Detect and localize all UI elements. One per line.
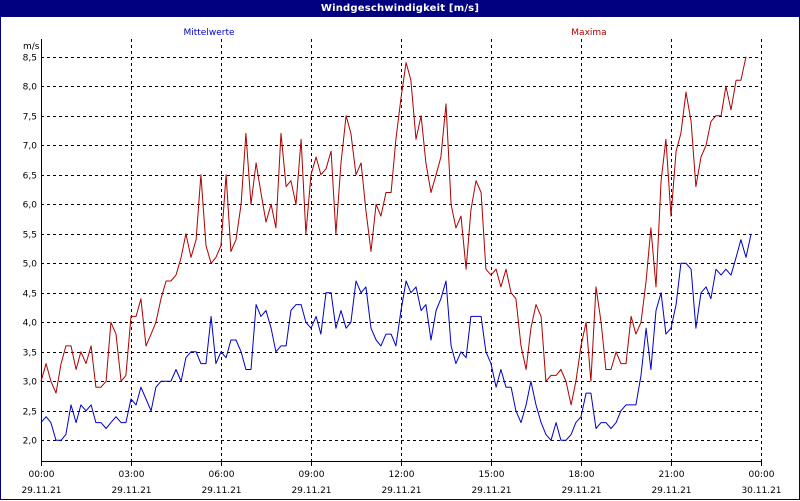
y-tick-label: 6,0 [23,201,38,211]
legend-maxima: Maxima [571,28,606,38]
x-tick-time-label: 18:00 [569,470,595,480]
x-tick-date-label: 29.11.21 [201,486,241,496]
x-tick-date-label: 29.11.21 [471,486,511,496]
y-tick-label: 2,0 [23,437,38,447]
y-tick-label: 4,0 [23,319,38,329]
series-line-mittelwerte [40,233,752,441]
x-tick-time-label: 12:00 [389,470,415,480]
x-tick-date-label: 29.11.21 [291,486,331,496]
x-tick-date-label: 30.11.21 [741,486,781,496]
y-tick-label: 5,0 [23,260,38,270]
y-tick-label: 8,5 [23,54,37,64]
x-tick-date-label: 29.11.21 [651,486,691,496]
series-line-maxima [40,56,747,406]
y-tick-label: 5,5 [23,231,37,241]
x-tick-time-label: 06:00 [209,470,235,480]
axes-layer [41,39,762,466]
y-tick-label: 4,5 [23,290,37,300]
x-tick-date-label: 29.11.21 [381,486,421,496]
y-tick-label: 3,5 [23,349,37,359]
series-layer [40,56,752,441]
y-tick-label: 8,0 [23,83,38,93]
y-tick-label: 3,0 [23,378,38,388]
x-tick-time-label: 00:00 [749,470,775,480]
x-tick-time-label: 21:00 [659,470,685,480]
x-tick-date-label: 29.11.21 [561,486,601,496]
y-tick-label: 7,0 [23,142,38,152]
x-tick-date-label: 29.11.21 [111,486,151,496]
x-tick-time-label: 15:00 [479,470,505,480]
y-axis-unit-label: m/s [23,42,40,52]
y-tick-label: 6,5 [23,172,37,182]
x-tick-time-label: 00:00 [29,470,55,480]
labels-layer: m/s Mittelwerte Maxima 2,0 2,5 3,0 3,5 4,0 4,… [21,28,781,496]
x-tick-date-label: 29.11.21 [21,486,61,496]
x-tick-time-label: 09:00 [299,470,325,480]
x-tick-time-label: 03:00 [119,470,145,480]
grid-layer [41,39,762,461]
chart-title: Windgeschwindigkeit [m/s] [1,1,799,17]
y-tick-label: 7,5 [23,113,37,123]
legend-mittelwerte: Mittelwerte [183,28,234,38]
y-tick-label: 2,5 [23,408,37,418]
